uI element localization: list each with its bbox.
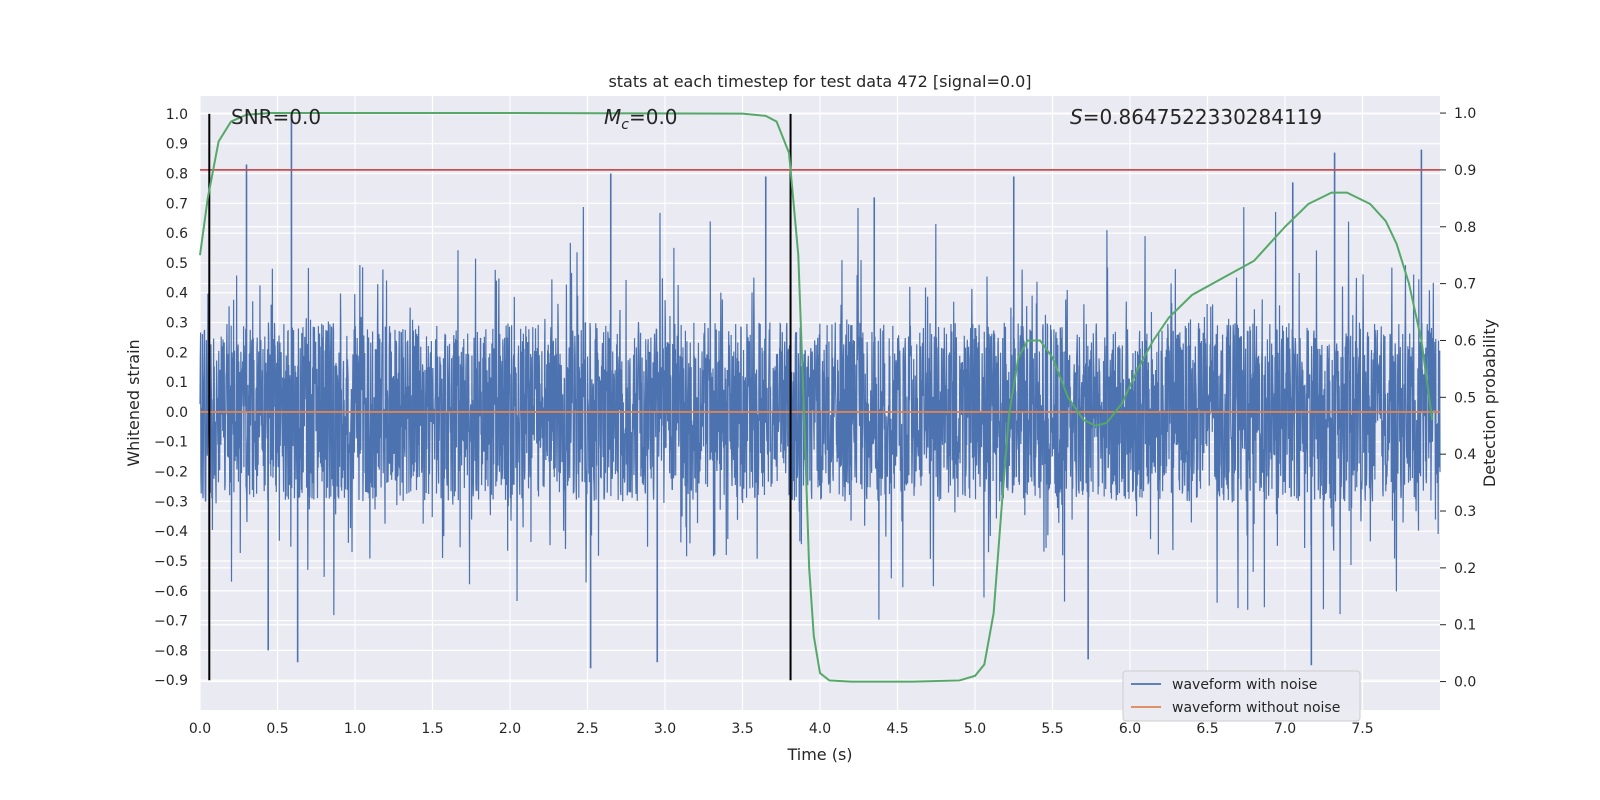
x-tick-label: 3.0 bbox=[654, 721, 676, 737]
noise-trace bbox=[199, 206, 1441, 620]
chart-title: stats at each timestep for test data 472… bbox=[608, 72, 1031, 91]
x-axis-label: Time (s) bbox=[786, 745, 852, 764]
legend-label-clean: waveform without noise bbox=[1172, 700, 1340, 716]
y-axis-label-right: Detection probability bbox=[1480, 319, 1499, 487]
mc-value: =0.0 bbox=[629, 105, 678, 129]
y-right-tick-label: 0.0 bbox=[1454, 675, 1476, 691]
x-tick-label: 5.5 bbox=[1041, 721, 1063, 737]
x-tick-label: 7.5 bbox=[1351, 721, 1373, 737]
x-tick-label: 2.5 bbox=[576, 721, 598, 737]
waveform-with-noise bbox=[199, 113, 1441, 669]
y-tick-label: −0.3 bbox=[154, 494, 188, 510]
chart-lines bbox=[199, 112, 1440, 683]
y-tick-label: −0.4 bbox=[154, 524, 188, 540]
s-annotation: S=0.8647522330284119 bbox=[1070, 105, 1322, 129]
y-right-tick-label: 0.1 bbox=[1454, 618, 1476, 634]
y-axis-label: Whitened strain bbox=[124, 339, 143, 466]
y-tick-label: −0.6 bbox=[154, 584, 188, 600]
y-tick-label: 0.6 bbox=[166, 226, 188, 242]
y-tick-label: −0.9 bbox=[154, 673, 188, 689]
y-right-tick-label: 1.0 bbox=[1454, 106, 1476, 122]
x-tick-label: 1.0 bbox=[344, 721, 366, 737]
mc-symbol: M bbox=[604, 105, 621, 129]
y-tick-label: 0.9 bbox=[166, 137, 188, 153]
y-right-tick-label: 0.5 bbox=[1454, 390, 1476, 406]
x-tick-label: 2.0 bbox=[499, 721, 521, 737]
x-tick-label: 0.0 bbox=[189, 721, 211, 737]
x-tick-label: 7.0 bbox=[1274, 721, 1296, 737]
y-right-tick-label: 0.4 bbox=[1454, 447, 1476, 463]
y-tick-label: 0.8 bbox=[166, 166, 188, 182]
y-tick-label: −0.5 bbox=[154, 554, 188, 570]
y-right-tick-label: 0.6 bbox=[1454, 333, 1476, 349]
y-tick-label: 1.0 bbox=[166, 107, 188, 123]
legend-box bbox=[1122, 670, 1361, 722]
legend: waveform with noise waveform without noi… bbox=[1122, 670, 1361, 722]
y-tick-label: −0.1 bbox=[154, 435, 188, 451]
y-right-tick-label: 0.8 bbox=[1454, 220, 1476, 236]
x-tick-label: 1.5 bbox=[421, 721, 443, 737]
mc-subscript: c bbox=[621, 117, 629, 133]
x-tick-label: 6.5 bbox=[1196, 721, 1218, 737]
x-tick-label: 0.5 bbox=[266, 721, 288, 737]
x-tick-label: 5.0 bbox=[964, 721, 986, 737]
ticks: 0.0 0.5 1.0 1.5 2.0 2.5 3.0 3.5 4.0 4.5 5.0 5.5 6.0 6… bbox=[154, 106, 1476, 737]
y-right-tick-label: 0.9 bbox=[1454, 163, 1476, 179]
s-symbol: S bbox=[1070, 105, 1083, 129]
y-tick-label: 0.2 bbox=[166, 345, 188, 361]
y-tick-label: 0.4 bbox=[166, 286, 188, 302]
y-tick-label: 0.5 bbox=[166, 256, 188, 272]
y-right-tick-label: 0.3 bbox=[1454, 504, 1476, 520]
y-tick-label: −0.7 bbox=[154, 614, 188, 630]
y-tick-label: −0.2 bbox=[154, 465, 188, 481]
y-tick-label: 0.3 bbox=[166, 316, 188, 332]
x-tick-label: 6.0 bbox=[1119, 721, 1141, 737]
y-tick-label: 0.7 bbox=[166, 196, 188, 212]
y-right-tick-label: 0.2 bbox=[1454, 561, 1476, 577]
s-value: =0.8647522330284119 bbox=[1083, 105, 1322, 129]
y-tick-label: −0.8 bbox=[154, 643, 188, 659]
y-tick-label: 0.0 bbox=[166, 405, 188, 421]
x-tick-label: 4.0 bbox=[809, 721, 831, 737]
detection-probability-line bbox=[199, 112, 1434, 683]
y-tick-label: 0.1 bbox=[166, 375, 188, 391]
snr-annotation: SNR=0.0 bbox=[231, 105, 321, 129]
legend-label-noise: waveform with noise bbox=[1172, 677, 1317, 693]
x-tick-label: 3.5 bbox=[731, 721, 753, 737]
x-tick-label: 4.5 bbox=[886, 721, 908, 737]
y-right-tick-label: 0.7 bbox=[1454, 277, 1476, 293]
mc-annotation: Mc=0.0 bbox=[604, 105, 678, 133]
